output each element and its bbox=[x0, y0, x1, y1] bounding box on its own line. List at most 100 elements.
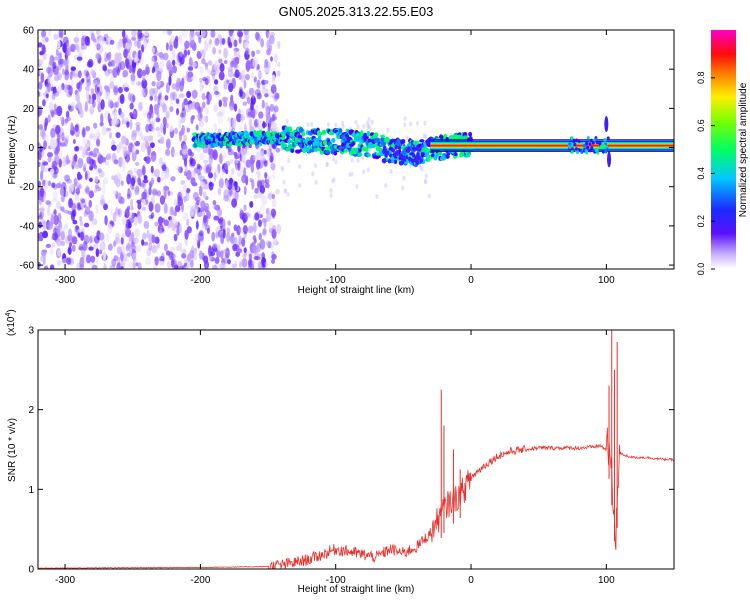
noise-blob bbox=[81, 248, 86, 260]
noise-blob bbox=[206, 228, 211, 235]
noise-blob bbox=[199, 250, 203, 260]
noise-blob bbox=[249, 126, 255, 132]
noise-blob bbox=[123, 48, 128, 59]
noise-blob bbox=[173, 198, 178, 207]
snr-multiplier-close: ) bbox=[6, 309, 17, 312]
noise-blob bbox=[142, 179, 149, 184]
ridge-blob bbox=[598, 141, 602, 146]
noise-blob bbox=[251, 178, 255, 190]
noise-blob bbox=[145, 123, 150, 133]
ridge-blob bbox=[381, 141, 387, 147]
noise-blob bbox=[83, 222, 90, 228]
noise-blob bbox=[65, 154, 70, 166]
noise-blob bbox=[216, 249, 221, 258]
noise-blob bbox=[95, 52, 101, 60]
noise-blob bbox=[113, 240, 117, 247]
noise-blob bbox=[189, 103, 195, 110]
noise-blob bbox=[38, 161, 41, 167]
noise-blob bbox=[423, 120, 427, 126]
noise-blob bbox=[207, 69, 213, 76]
noise-blob bbox=[73, 177, 78, 187]
noise-blob bbox=[267, 241, 272, 249]
noise-blob bbox=[167, 189, 171, 197]
noise-blob bbox=[120, 265, 124, 269]
ridge-blob bbox=[585, 141, 589, 146]
noise-blob bbox=[67, 104, 72, 111]
noise-blob bbox=[222, 96, 228, 103]
noise-blob bbox=[366, 167, 370, 173]
noise-blob bbox=[220, 250, 224, 260]
noise-blob bbox=[123, 87, 130, 92]
noise-blob bbox=[99, 199, 106, 207]
noise-blob bbox=[193, 167, 199, 174]
noise-blob bbox=[129, 112, 133, 117]
noise-blob bbox=[169, 206, 175, 216]
noise-blob bbox=[99, 121, 104, 127]
noise-blob bbox=[62, 76, 67, 81]
ridge-blob bbox=[595, 147, 599, 152]
ridge-blob bbox=[319, 150, 325, 155]
noise-blob bbox=[133, 216, 138, 227]
noise-blob bbox=[71, 244, 76, 252]
snr-axes: -300 -200 -100 0 100 0 1 2 3 bbox=[28, 326, 674, 586]
noise-blob bbox=[47, 77, 54, 87]
noise-blob bbox=[135, 238, 139, 244]
noise-blob bbox=[165, 42, 169, 51]
noise-blob bbox=[409, 121, 413, 127]
ridge-blob bbox=[440, 155, 447, 161]
noise-blob bbox=[165, 172, 170, 179]
noise-blob bbox=[212, 247, 218, 253]
ridge-blob bbox=[343, 148, 348, 153]
noise-blob bbox=[202, 116, 208, 122]
noise-blob bbox=[171, 222, 176, 232]
noise-blob bbox=[389, 168, 393, 174]
noise-blob bbox=[100, 99, 105, 110]
noise-blob bbox=[97, 151, 101, 158]
noise-blob bbox=[136, 68, 143, 79]
noise-blob bbox=[223, 189, 230, 200]
noise-blob bbox=[241, 174, 247, 184]
noise-blob bbox=[168, 67, 174, 76]
noise-blob bbox=[235, 251, 240, 257]
noise-blob bbox=[150, 125, 155, 132]
noise-blob bbox=[68, 228, 72, 237]
noise-blob bbox=[164, 108, 171, 115]
noise-blob bbox=[131, 186, 135, 191]
noise-blob bbox=[47, 180, 52, 187]
noise-blob bbox=[38, 221, 42, 229]
noise-blob bbox=[242, 101, 248, 106]
noise-blob bbox=[257, 219, 262, 227]
noise-blob bbox=[109, 264, 116, 269]
noise-blob bbox=[140, 44, 145, 53]
noise-blob bbox=[56, 39, 61, 50]
noise-blob bbox=[190, 76, 196, 81]
noise-blob bbox=[140, 91, 146, 97]
noise-blob bbox=[238, 108, 241, 115]
noise-blob bbox=[103, 203, 108, 211]
noise-blob bbox=[178, 34, 183, 44]
noise-blob bbox=[270, 208, 277, 218]
noise-blob bbox=[131, 129, 138, 137]
noise-blob bbox=[73, 73, 79, 78]
snr-y-label: SNR (10 * v/v) bbox=[7, 418, 18, 482]
noise-blob bbox=[202, 77, 207, 82]
noise-blob bbox=[242, 224, 248, 235]
noise-blob bbox=[49, 140, 54, 149]
noise-blob bbox=[80, 231, 85, 241]
noise-blob bbox=[99, 232, 105, 241]
noise-blob bbox=[170, 246, 176, 251]
noise-blob bbox=[111, 139, 116, 147]
noise-blob bbox=[211, 231, 216, 242]
ridge-blob bbox=[601, 150, 605, 154]
ridge-blob bbox=[603, 137, 607, 142]
noise-blob bbox=[84, 206, 91, 215]
noise-blob bbox=[237, 145, 241, 152]
noise-blob bbox=[151, 195, 155, 205]
noise-blob bbox=[129, 119, 133, 130]
noise-blob bbox=[234, 159, 239, 164]
noise-blob bbox=[159, 256, 165, 263]
noise-blob bbox=[253, 194, 258, 199]
noise-blob bbox=[47, 205, 51, 216]
spectrogram-y-tick-label: -60 bbox=[20, 261, 35, 272]
noise-blob bbox=[236, 225, 241, 236]
